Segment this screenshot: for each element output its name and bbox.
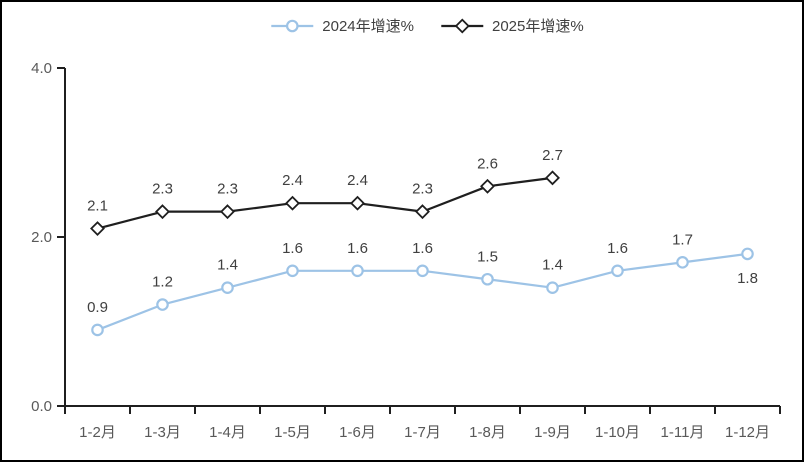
chart-legend: 2024年增速% 2025年增速% [270,15,584,36]
svg-text:2.6: 2.6 [477,155,498,172]
svg-text:2.3: 2.3 [217,181,238,198]
legend-label-2025: 2025年增速% [492,18,584,35]
svg-text:1.7: 1.7 [672,231,693,248]
svg-text:1.4: 1.4 [542,257,563,274]
svg-text:1.6: 1.6 [607,240,628,257]
svg-text:2.3: 2.3 [152,181,173,198]
legend-label-2024: 2024年增速% [322,18,414,35]
svg-text:1-4月: 1-4月 [209,424,246,441]
svg-text:2.4: 2.4 [347,172,368,189]
svg-text:2.7: 2.7 [542,147,563,164]
svg-text:1-6月: 1-6月 [339,424,376,441]
svg-text:2.0: 2.0 [31,229,52,246]
svg-text:1-11月: 1-11月 [661,424,705,441]
svg-text:1.6: 1.6 [347,240,368,257]
svg-text:0.0: 0.0 [31,398,52,415]
svg-text:1-7月: 1-7月 [404,424,441,441]
legend-line-diamond-icon [441,18,483,33]
svg-text:2.1: 2.1 [87,198,108,215]
svg-text:1.6: 1.6 [282,240,303,257]
svg-text:1.6: 1.6 [412,240,433,257]
legend-item-2024: 2024年增速% [270,15,414,36]
svg-text:1-12月: 1-12月 [725,424,770,441]
svg-text:2.3: 2.3 [412,181,433,198]
svg-text:0.9: 0.9 [87,299,108,316]
svg-text:2.4: 2.4 [282,172,303,189]
legend-line-circle-icon [271,19,314,32]
svg-text:1-2月: 1-2月 [79,424,116,441]
svg-text:1-8月: 1-8月 [469,424,506,441]
svg-text:1.5: 1.5 [477,248,498,265]
svg-text:4.0: 4.0 [31,60,52,77]
legend-item-2025: 2025年增速% [440,15,584,36]
svg-text:1-5月: 1-5月 [274,424,311,441]
svg-text:1-9月: 1-9月 [534,424,571,441]
svg-text:1.2: 1.2 [152,274,173,291]
svg-text:1.4: 1.4 [217,257,238,274]
svg-text:1.8: 1.8 [737,270,758,287]
svg-text:1-3月: 1-3月 [144,424,181,441]
svg-text:1-10月: 1-10月 [595,424,640,441]
